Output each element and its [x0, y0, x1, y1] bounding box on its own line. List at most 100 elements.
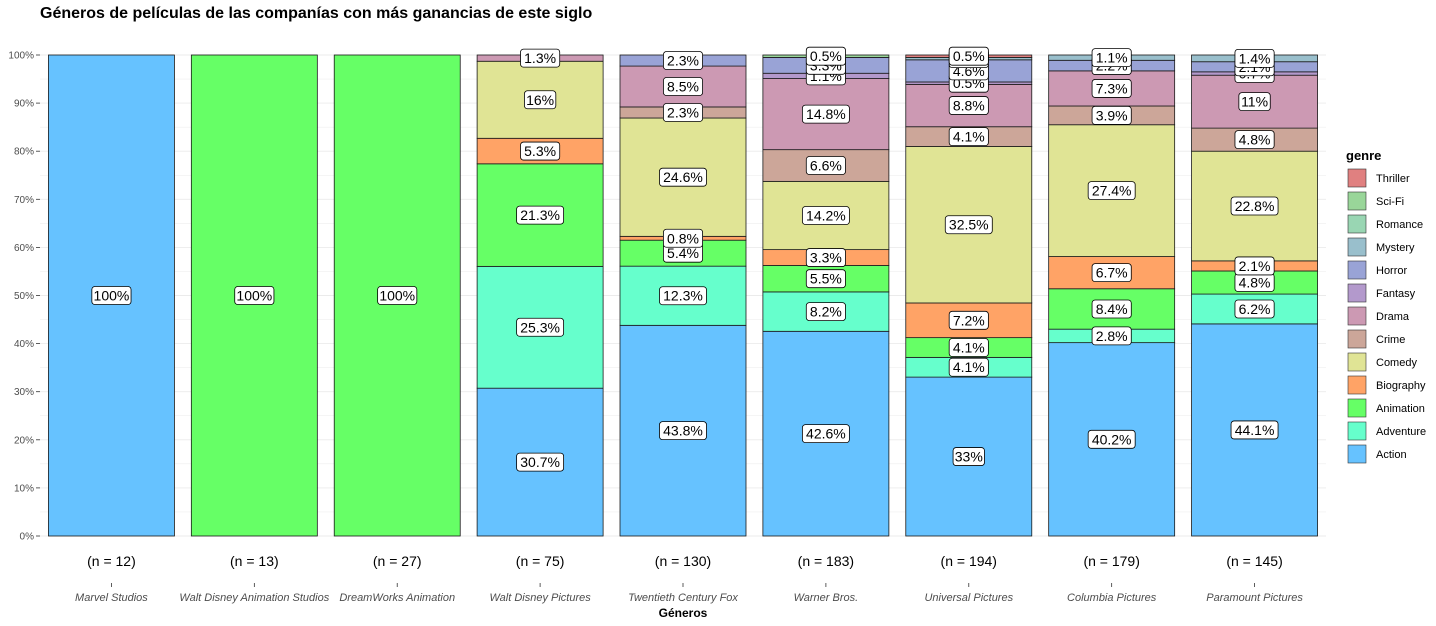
label-box: [1234, 256, 1275, 276]
segment-value-label: 16%: [526, 92, 554, 108]
segment-value-label: 27.4%: [1092, 183, 1132, 199]
segment-value-label: 8.5%: [667, 79, 699, 95]
segment-value-label: 100%: [379, 288, 415, 304]
segment-value-label: 8.2%: [810, 304, 842, 320]
segment-value-label: 3.9%: [1096, 107, 1128, 123]
y-tick-label: 40%: [14, 339, 34, 350]
label-box: [805, 269, 846, 289]
segment-value-label: 5.3%: [524, 143, 556, 159]
label-box: [952, 447, 985, 466]
segment-value-label: 30.7%: [520, 454, 560, 470]
x-tick-label: Warner Bros.: [794, 592, 859, 604]
label-box: [948, 127, 989, 147]
legend-label: Action: [1376, 449, 1407, 461]
x-tick-label: DreamWorks Animation: [339, 592, 455, 604]
legend-swatch: [1347, 352, 1367, 372]
y-tick-label: 0%: [20, 532, 35, 543]
segment-value-label: 7.2%: [953, 312, 985, 328]
segment-value-label: 4.1%: [953, 129, 985, 145]
segment-value-label: 42.6%: [806, 426, 846, 442]
legend-label: Romance: [1376, 219, 1423, 231]
label-box: [516, 452, 565, 472]
segment-value-label: 2.1%: [1239, 258, 1271, 274]
label-box: [516, 205, 565, 225]
label-box: [801, 424, 850, 444]
n-count-label: (n = 13): [230, 553, 279, 569]
legend-label: Drama: [1376, 311, 1410, 323]
n-count-label: (n = 130): [655, 553, 711, 569]
segment-value-label: 14.8%: [806, 106, 846, 122]
y-axis: 0% 10% 20% 30% 40% 50% 60% 70% 80% 90% 100%: [8, 51, 40, 543]
y-tick-label: 90%: [14, 99, 34, 110]
segment-value-label: 21.3%: [520, 207, 560, 223]
legend-label: Crime: [1376, 334, 1405, 346]
segment-value-label: 32.5%: [949, 217, 989, 233]
label-box: [659, 167, 707, 187]
label-box: [516, 317, 565, 337]
label-box: [659, 286, 707, 306]
segment-value-label: 4.8%: [1239, 275, 1271, 291]
legend-label: Comedy: [1376, 357, 1417, 369]
legend-label: Thriller: [1376, 173, 1410, 185]
n-count-label: (n = 27): [373, 553, 422, 569]
segment-value-label: 6.6%: [810, 158, 842, 174]
label-box: [1230, 196, 1279, 216]
y-tick-label: 80%: [14, 147, 34, 158]
x-axis: (n = 12) Marvel Studios (n = 13) Walt Disne…: [75, 553, 1303, 604]
label-box: [1091, 48, 1132, 68]
y-tick-label: 50%: [14, 291, 34, 302]
segment-value-label: 5.4%: [667, 245, 699, 261]
label-box: [805, 302, 846, 321]
label-box: [663, 103, 704, 122]
label-box: [524, 90, 557, 110]
segment-value-label: 24.6%: [663, 169, 703, 185]
segment-value-label: 2.8%: [1096, 328, 1128, 344]
legend-label: Sci-Fi: [1376, 196, 1404, 208]
segment-value-label: 6.2%: [1239, 301, 1271, 317]
legend-swatch: [1347, 375, 1367, 395]
segment-value-label: 7.3%: [1096, 80, 1128, 96]
segment-value-label: 0.5%: [953, 48, 985, 64]
legend-label: Adventure: [1376, 426, 1426, 438]
label-box: [805, 46, 846, 66]
segment-value-label: 100%: [94, 288, 130, 304]
legend-swatch: [1347, 283, 1367, 303]
legend-swatch: [1347, 329, 1367, 349]
segment-value-label: 14.2%: [806, 207, 846, 223]
bar-segment: [48, 54, 175, 537]
label-box: [1087, 181, 1136, 201]
legend-swatch: [1347, 306, 1367, 326]
legend-swatch: [1347, 421, 1367, 441]
legend-label: Fantasy: [1376, 288, 1416, 300]
legend-label: Animation: [1376, 403, 1425, 415]
segment-value-label: 1.3%: [524, 50, 556, 66]
x-axis-title: Géneros: [659, 606, 708, 620]
x-tick-label: Marvel Studios: [75, 592, 148, 604]
label-box: [1091, 263, 1132, 283]
chart-title: Géneros de películas de las companías co…: [40, 5, 593, 22]
segment-value-label: 11%: [1241, 94, 1268, 110]
n-count-label: (n = 145): [1226, 553, 1282, 569]
legend-swatch: [1347, 398, 1367, 418]
label-box: [948, 338, 989, 357]
legend-label: Mystery: [1376, 242, 1415, 254]
x-tick-label: Paramount Pictures: [1206, 592, 1303, 604]
label-box: [948, 310, 989, 330]
n-count-label: (n = 194): [941, 553, 997, 569]
label-box: [1234, 299, 1275, 319]
segment-value-label: 4.1%: [953, 359, 985, 375]
legend-swatch: [1347, 191, 1367, 211]
segment-value-label: 1.4%: [1239, 50, 1271, 66]
y-tick-label: 30%: [14, 387, 34, 398]
label-box: [663, 77, 704, 96]
x-tick-label: Columbia Pictures: [1067, 592, 1157, 604]
label-box: [663, 228, 704, 248]
segment-value-label: 100%: [236, 288, 272, 304]
label-box: [1091, 105, 1132, 125]
label-box: [948, 357, 989, 377]
label-box: [91, 286, 132, 305]
segment-value-label: 8.4%: [1096, 301, 1128, 317]
label-box: [948, 46, 989, 66]
label-box: [520, 141, 561, 161]
